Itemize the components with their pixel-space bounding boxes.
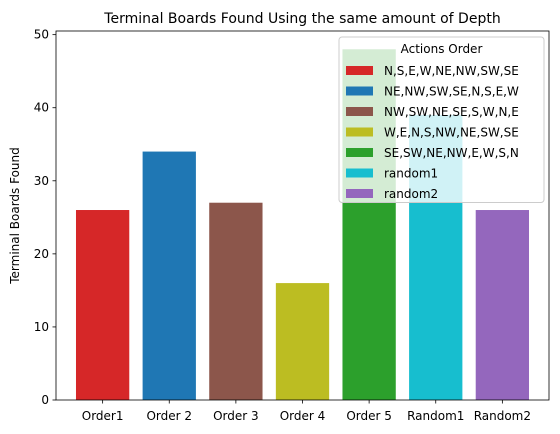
legend-swatch (346, 189, 373, 198)
y-tick-label: 10 (34, 320, 49, 334)
chart-title: Terminal Boards Found Using the same amo… (103, 11, 500, 27)
plot-area: 0 10 20 30 40 50 Order1 Order 2 Order 3 Order 4 Or… (34, 28, 550, 423)
y-tick-label: 50 (34, 28, 49, 42)
legend-label: random2 (384, 187, 438, 201)
x-tick-label: Order1 (82, 409, 124, 423)
legend-label: SE,SW,NE,NW,E,W,S,N (384, 146, 519, 160)
legend: Actions Order N,S,E,W,NE,NW,SW,SE NE,NW,SW… (338, 36, 545, 203)
legend-box (338, 36, 545, 203)
legend-label: N,S,E,W,NE,NW,SW,SE (384, 64, 519, 78)
x-tick-label: Order 4 (280, 409, 326, 423)
legend-swatch (346, 107, 373, 116)
bar-7 (475, 210, 530, 400)
bar-1 (75, 210, 130, 400)
y-tick-label: 0 (41, 393, 49, 407)
legend-label: NW,SW,NE,SE,S,W,N,E (384, 105, 519, 119)
x-tick-label: Random1 (407, 409, 464, 423)
legend-title: Actions Order (401, 42, 483, 56)
y-axis-label: Terminal Boards Found (8, 147, 22, 285)
legend-label: W,E,N,S,NW,NE,SW,SE (384, 126, 519, 140)
legend-swatch (346, 127, 373, 137)
legend-swatch (346, 168, 373, 178)
x-tick-label: Random2 (474, 409, 531, 423)
bar-4 (275, 283, 330, 400)
bar-3 (209, 202, 263, 400)
x-tick-label: Order 2 (146, 409, 192, 423)
x-tick-label: Order 3 (213, 409, 259, 423)
legend-label: NE,NW,SW,SE,N,S,E,W (384, 85, 519, 99)
legend-swatch (346, 148, 373, 157)
legend-swatch (346, 66, 373, 75)
legend-swatch (346, 86, 373, 96)
y-tick-label: 40 (34, 101, 49, 115)
y-tick-label: 20 (34, 247, 49, 261)
legend-label: random1 (384, 167, 438, 181)
bar-2 (142, 151, 196, 400)
x-tick-label: Order 5 (346, 409, 392, 423)
y-tick-label: 30 (34, 174, 49, 188)
